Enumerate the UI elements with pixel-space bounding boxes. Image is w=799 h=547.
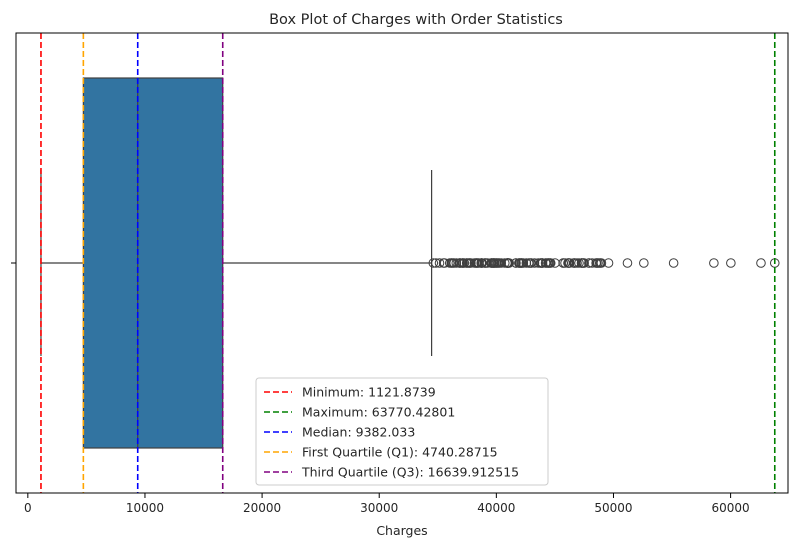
x-axis-label: Charges — [376, 523, 427, 538]
x-tick-label: 60000 — [712, 501, 750, 515]
plot-area — [40, 33, 780, 493]
outlier-point — [596, 258, 607, 268]
outlier-point — [496, 258, 507, 268]
outlier-point — [434, 258, 445, 268]
legend-label: Maximum: 63770.42801 — [302, 405, 455, 420]
outlier-point — [579, 258, 589, 268]
outlier-point — [504, 258, 514, 268]
x-tick-label: 20000 — [243, 501, 281, 515]
outlier-point — [459, 258, 470, 268]
chart-title: Box Plot of Charges with Order Statistic… — [269, 12, 563, 28]
outlier-point — [639, 258, 649, 268]
x-tick-label: 50000 — [594, 501, 632, 515]
outlier-point — [499, 258, 510, 268]
outlier-point — [511, 258, 521, 268]
outlier-point — [545, 258, 556, 268]
outlier-point — [466, 258, 476, 268]
x-tick-label: 10000 — [126, 501, 164, 515]
outlier-point — [622, 258, 633, 268]
legend-label: First Quartile (Q1): 4740.28715 — [302, 445, 498, 460]
legend-label: Third Quartile (Q3): 16639.912515 — [301, 465, 519, 480]
legend: Minimum: 1121.8739 Maximum: 63770.42801 Me… — [255, 377, 549, 486]
x-tick-label: 30000 — [360, 501, 398, 515]
outlier-point — [756, 258, 766, 268]
outlier-point — [709, 258, 719, 268]
x-tick-label: 0 — [24, 501, 32, 515]
legend-label: Median: 9382.033 — [302, 425, 415, 440]
outlier-point — [451, 258, 462, 268]
interquartile-box — [82, 77, 224, 449]
x-tick-label: 40000 — [477, 501, 515, 515]
outlier-point — [726, 258, 736, 268]
legend-label: Minimum: 1121.8739 — [302, 385, 436, 400]
outlier-point — [574, 258, 584, 268]
outlier-point — [428, 258, 439, 268]
outlier-point — [564, 258, 575, 268]
outlier-point — [529, 258, 540, 268]
outlier-point — [668, 258, 679, 268]
outlier-point — [603, 258, 614, 268]
legend-frame — [255, 377, 549, 486]
x-axis: 0 10000 20000 30000 40000 50000 60000 — [24, 493, 750, 515]
outlier-point — [518, 258, 529, 268]
